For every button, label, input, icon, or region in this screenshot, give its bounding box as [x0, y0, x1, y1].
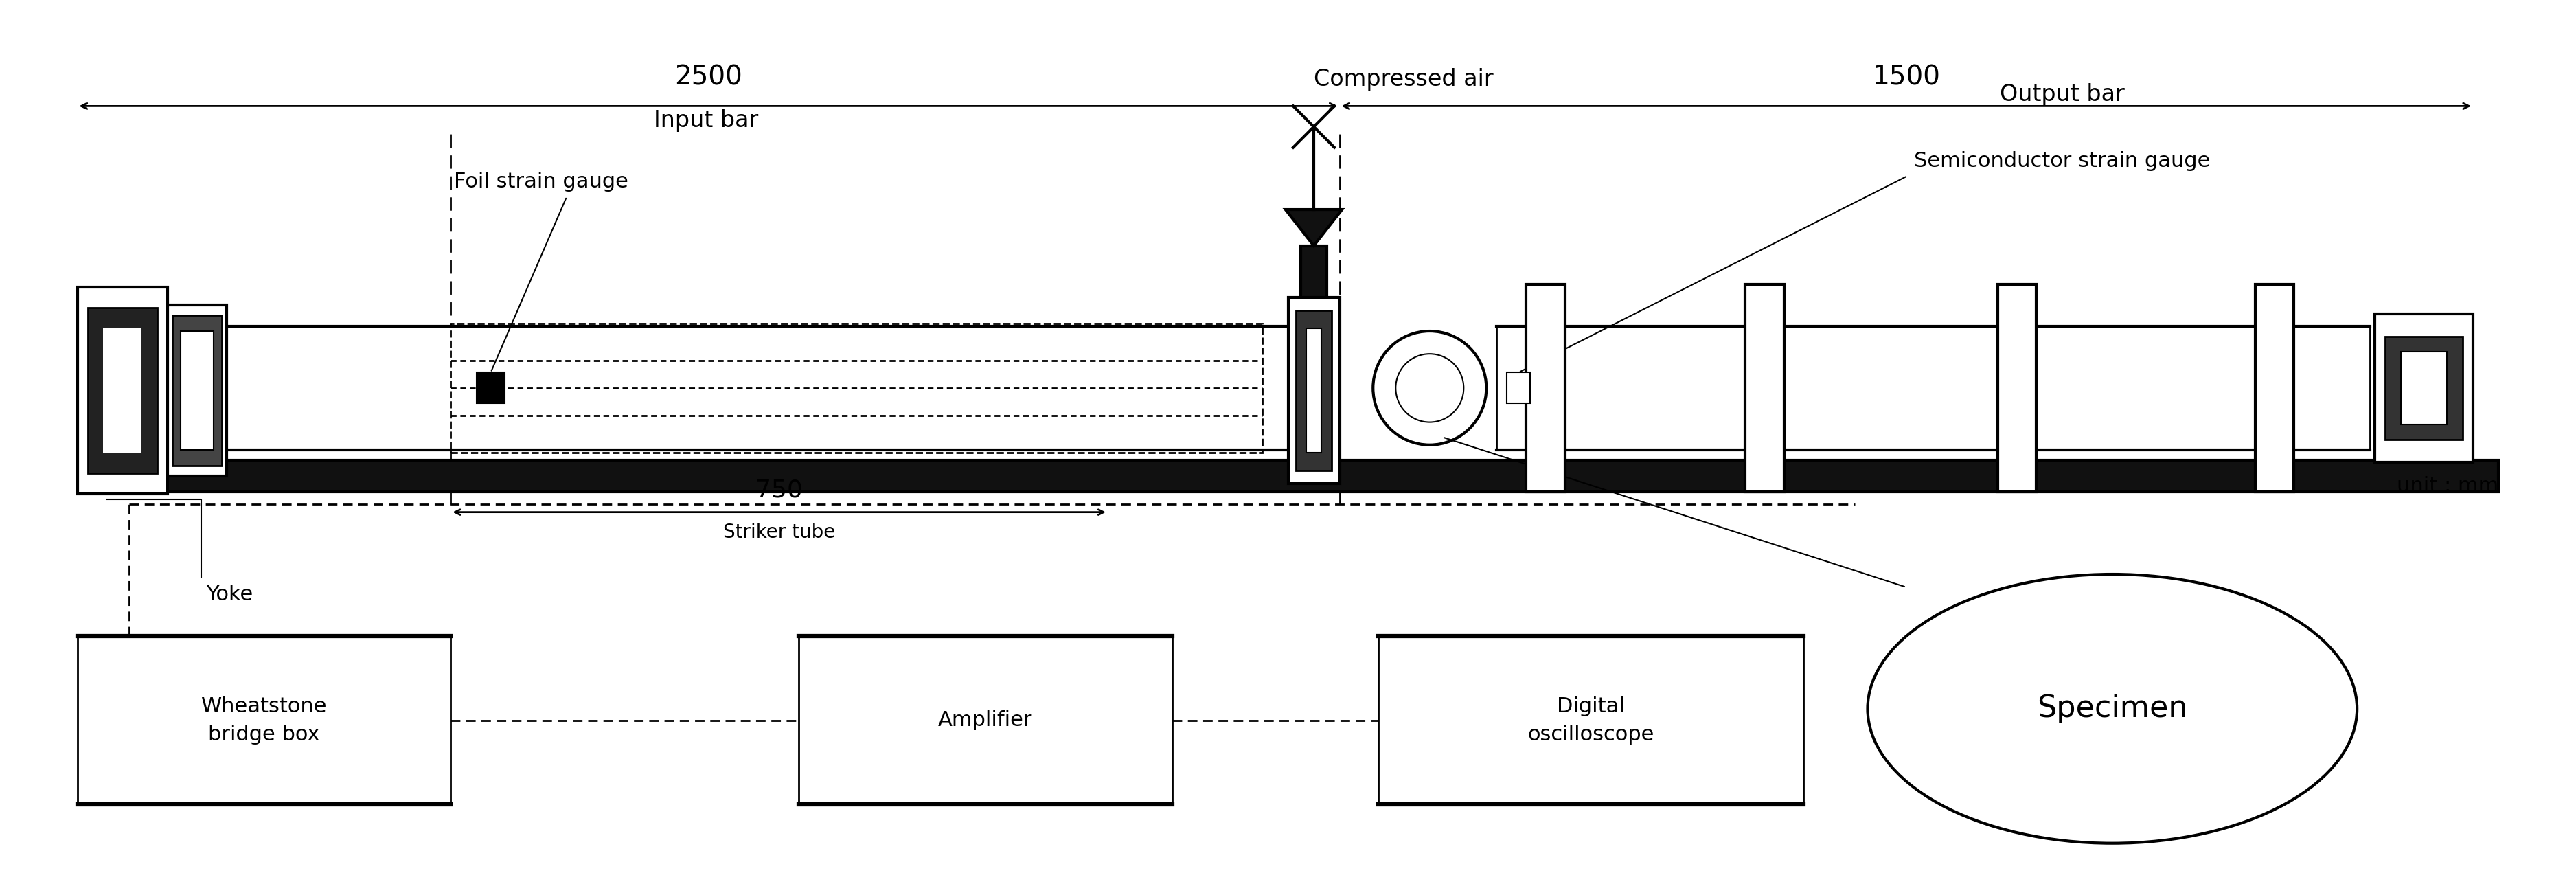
FancyBboxPatch shape: [103, 328, 142, 453]
FancyBboxPatch shape: [2262, 326, 2287, 450]
FancyBboxPatch shape: [180, 331, 214, 450]
FancyBboxPatch shape: [799, 636, 1172, 805]
FancyBboxPatch shape: [2401, 352, 2447, 424]
Ellipse shape: [1868, 575, 2357, 843]
FancyBboxPatch shape: [2385, 337, 2463, 439]
Text: 2500: 2500: [675, 64, 742, 90]
FancyBboxPatch shape: [167, 305, 227, 476]
FancyBboxPatch shape: [1752, 326, 1777, 450]
FancyBboxPatch shape: [477, 372, 505, 404]
Text: Wheatstone
bridge box: Wheatstone bridge box: [201, 696, 327, 745]
Text: 750: 750: [755, 479, 804, 502]
Text: Digital
oscilloscope: Digital oscilloscope: [1528, 696, 1654, 745]
Text: Striker tube: Striker tube: [724, 523, 835, 541]
FancyBboxPatch shape: [2257, 285, 2293, 491]
Circle shape: [1373, 331, 1486, 445]
FancyBboxPatch shape: [1525, 285, 1566, 491]
FancyBboxPatch shape: [1507, 372, 1530, 404]
FancyBboxPatch shape: [1744, 285, 1783, 491]
Circle shape: [1396, 354, 1463, 422]
Text: Output bar: Output bar: [1999, 83, 2125, 106]
Text: Specimen: Specimen: [2038, 694, 2187, 723]
FancyBboxPatch shape: [88, 308, 157, 473]
FancyBboxPatch shape: [1288, 297, 1340, 483]
FancyBboxPatch shape: [227, 326, 1288, 450]
FancyBboxPatch shape: [1533, 326, 1556, 450]
FancyBboxPatch shape: [173, 316, 222, 465]
Polygon shape: [1285, 209, 1342, 246]
Text: 1500: 1500: [1873, 64, 1940, 90]
FancyBboxPatch shape: [1296, 311, 1332, 471]
FancyBboxPatch shape: [1306, 328, 1321, 453]
FancyBboxPatch shape: [2375, 314, 2473, 462]
Text: Yoke: Yoke: [206, 584, 252, 604]
FancyBboxPatch shape: [1497, 326, 2370, 450]
FancyBboxPatch shape: [77, 636, 451, 805]
Text: Foil strain gauge: Foil strain gauge: [453, 172, 629, 192]
Text: Semiconductor strain gauge: Semiconductor strain gauge: [1914, 150, 2210, 171]
FancyBboxPatch shape: [77, 460, 2499, 491]
Text: unit : mm: unit : mm: [2396, 476, 2499, 496]
FancyBboxPatch shape: [77, 287, 167, 494]
FancyBboxPatch shape: [1996, 285, 2035, 491]
FancyBboxPatch shape: [2004, 326, 2030, 450]
FancyBboxPatch shape: [1378, 636, 1803, 805]
Polygon shape: [1301, 246, 1327, 297]
Text: Compressed air: Compressed air: [1314, 68, 1494, 90]
Text: Input bar: Input bar: [654, 109, 757, 132]
Text: Amplifier: Amplifier: [938, 711, 1033, 730]
